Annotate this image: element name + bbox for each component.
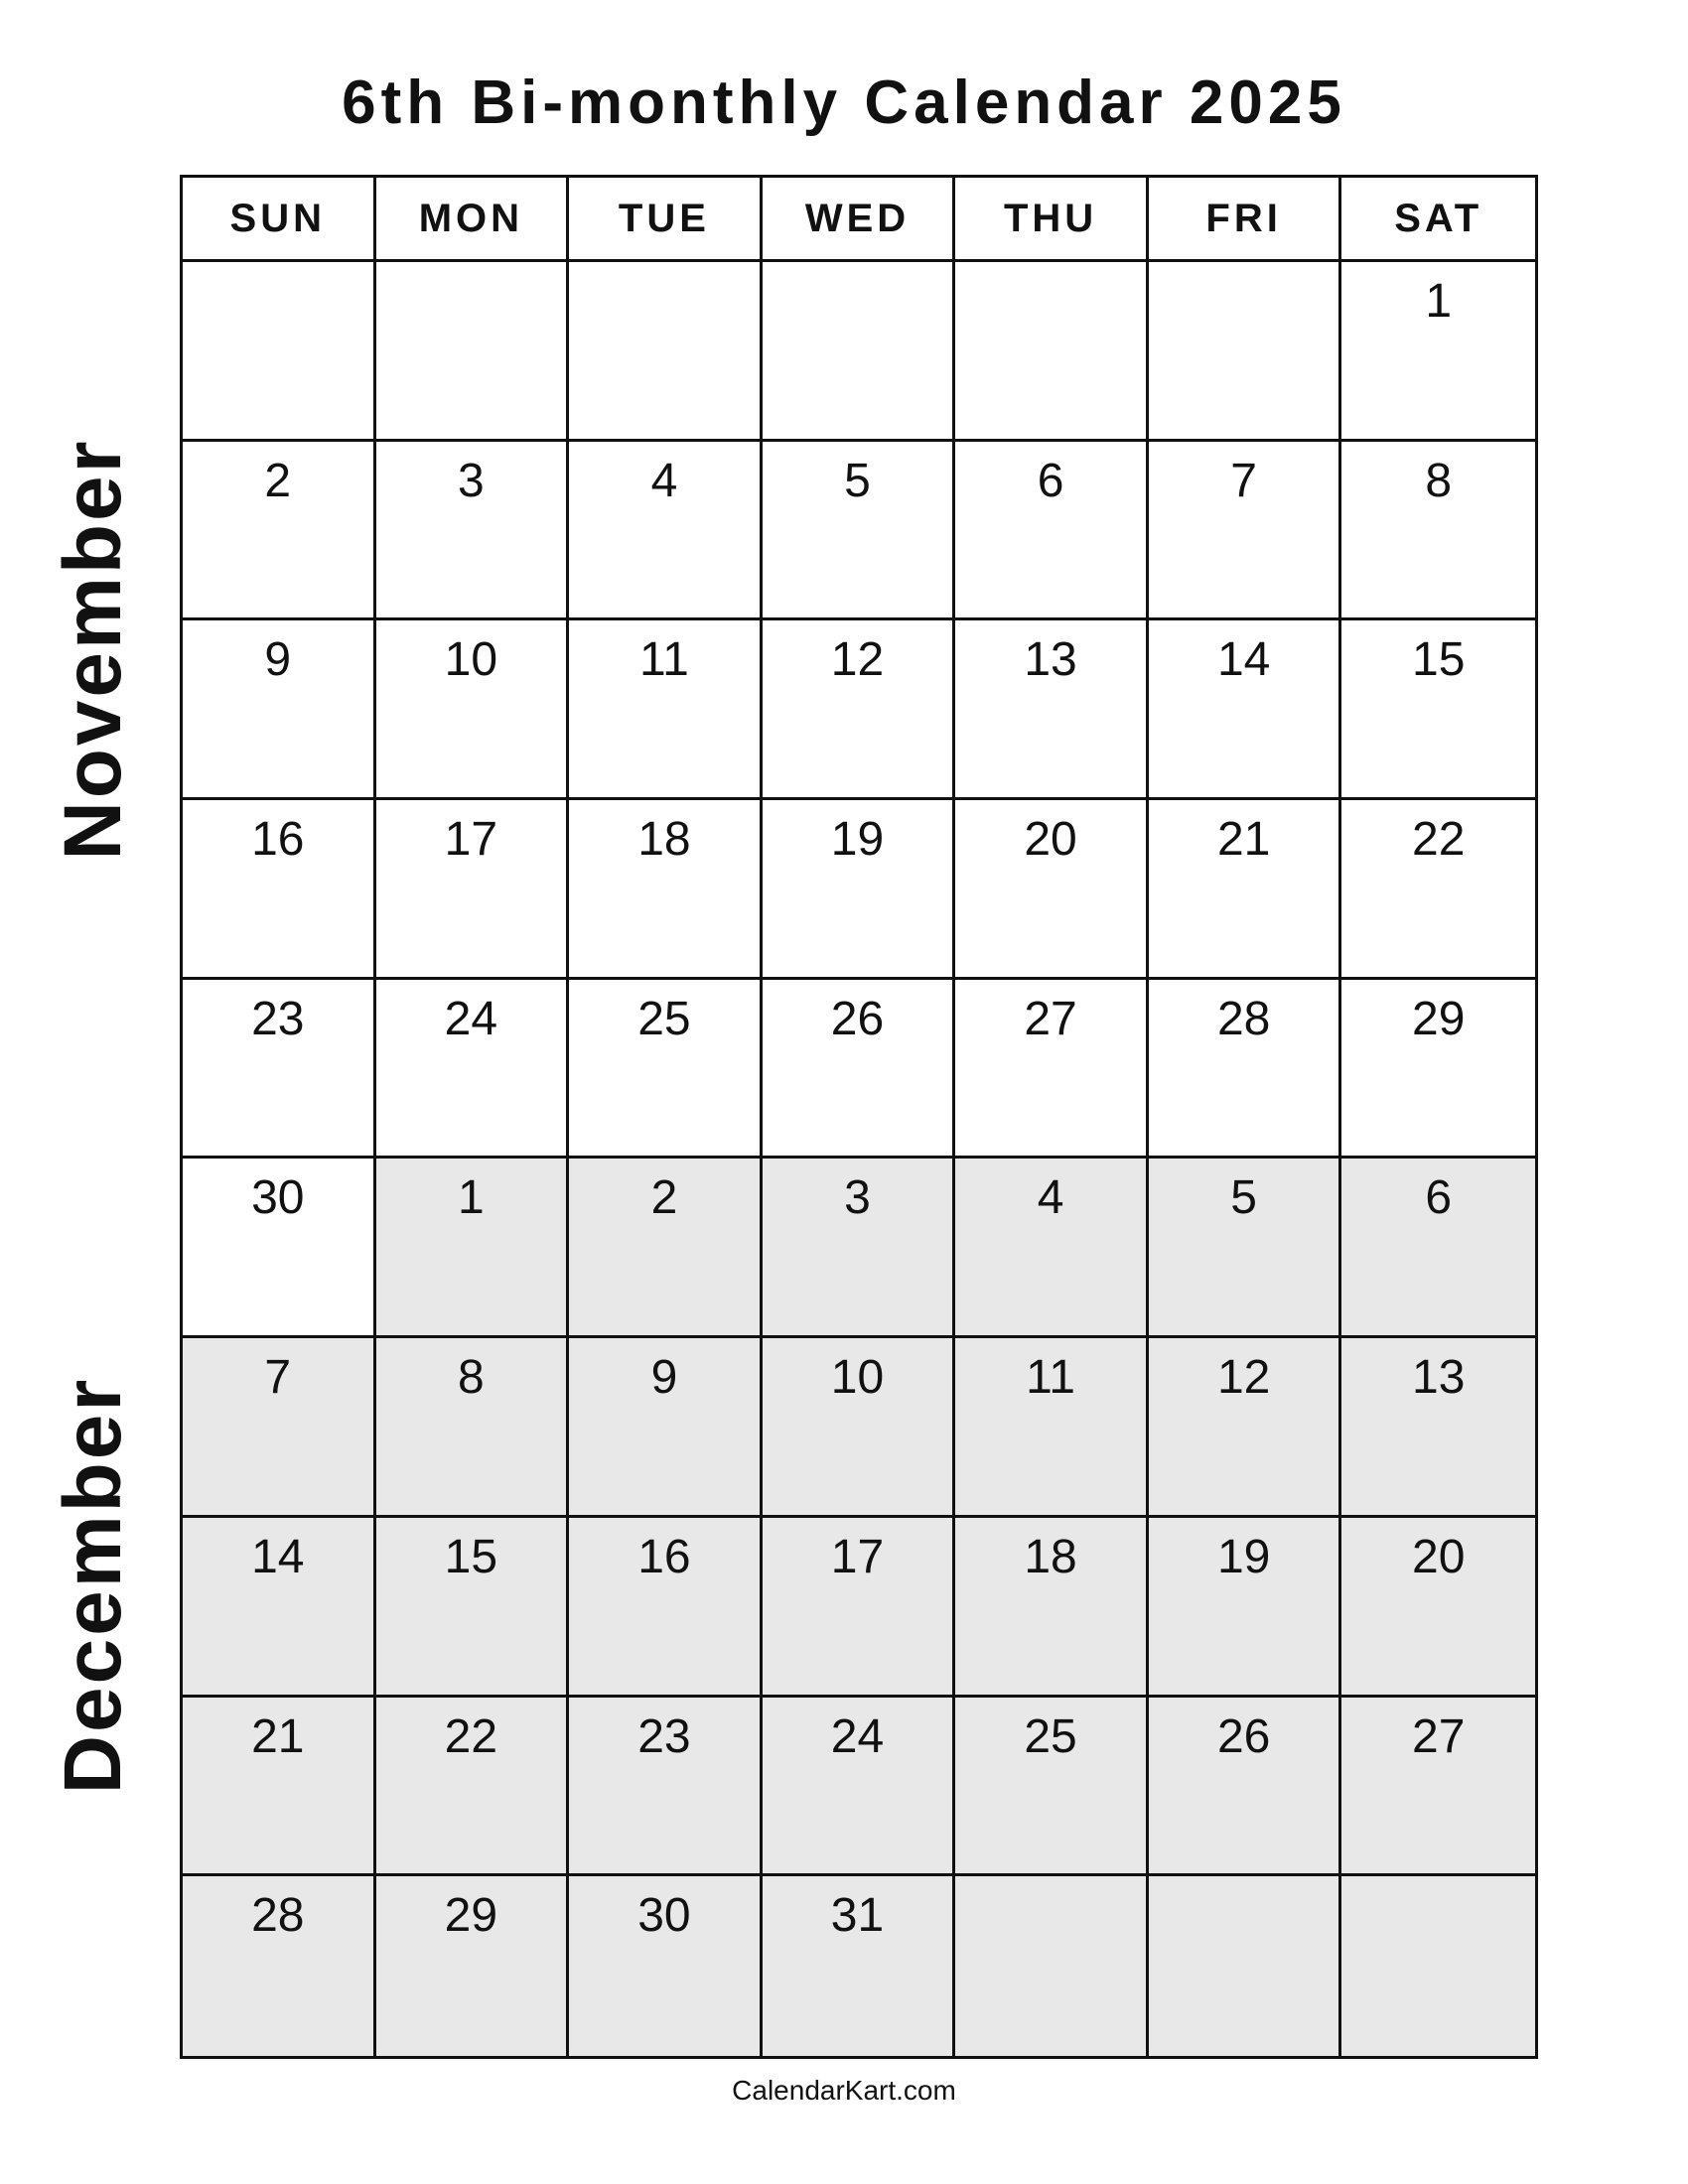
day-cell: 27	[955, 979, 1149, 1160]
day-cell: 24	[375, 979, 570, 1160]
day-cell: 9	[569, 1338, 763, 1518]
calendar-grid: SUN MON TUE WED THU FRI SAT 1 2 3 4 5 6 7 8 9 10 11 12 13 14…	[180, 175, 1538, 2059]
day-cell: 14	[183, 1517, 376, 1698]
weekday-header-fri: FRI	[1148, 178, 1342, 262]
empty-cell	[955, 262, 1149, 442]
day-cell: 6	[1341, 1159, 1535, 1339]
day-cell: 16	[569, 1517, 763, 1698]
day-cell: 1	[375, 1159, 570, 1339]
day-cell: 21	[1148, 800, 1342, 980]
day-cell: 17	[762, 1517, 956, 1698]
day-cell: 7	[1148, 441, 1342, 621]
day-cell: 19	[762, 800, 956, 980]
day-cell: 8	[375, 1338, 570, 1518]
day-cell: 23	[569, 1697, 763, 1877]
day-cell: 12	[1148, 1338, 1342, 1518]
footer-site: CalendarKart.com	[732, 2075, 956, 2106]
day-cell: 10	[375, 620, 570, 801]
page-title: 6th Bi-monthly Calendar 2025	[342, 68, 1346, 137]
empty-cell	[375, 262, 570, 442]
day-cell: 27	[1341, 1697, 1535, 1877]
day-cell: 18	[569, 800, 763, 980]
day-cell: 2	[183, 441, 376, 621]
day-cell: 5	[762, 441, 956, 621]
day-cell: 15	[1341, 620, 1535, 801]
day-cell: 25	[955, 1697, 1149, 1877]
day-cell: 13	[955, 620, 1149, 801]
day-cell: 22	[375, 1697, 570, 1877]
day-cell: 30	[183, 1159, 376, 1339]
empty-cell	[955, 1876, 1149, 2056]
day-cell: 3	[762, 1159, 956, 1339]
day-cell: 17	[375, 800, 570, 980]
day-cell: 28	[1148, 979, 1342, 1160]
day-cell: 4	[955, 1159, 1149, 1339]
day-cell: 11	[955, 1338, 1149, 1518]
day-cell: 7	[183, 1338, 376, 1518]
day-cell: 24	[762, 1697, 956, 1877]
day-cell: 26	[762, 979, 956, 1160]
day-cell: 28	[183, 1876, 376, 2056]
day-cell: 3	[375, 441, 570, 621]
weekday-header-thu: THU	[955, 178, 1149, 262]
day-cell: 15	[375, 1517, 570, 1698]
day-cell: 23	[183, 979, 376, 1160]
day-cell: 14	[1148, 620, 1342, 801]
day-cell: 10	[762, 1338, 956, 1518]
day-cell: 18	[955, 1517, 1149, 1698]
day-cell: 20	[1341, 1517, 1535, 1698]
weekday-header-wed: WED	[762, 178, 956, 262]
day-cell: 9	[183, 620, 376, 801]
day-cell: 12	[762, 620, 956, 801]
empty-cell	[762, 262, 956, 442]
day-cell: 25	[569, 979, 763, 1160]
day-cell: 20	[955, 800, 1149, 980]
day-cell: 4	[569, 441, 763, 621]
weekday-header-tue: TUE	[569, 178, 763, 262]
day-cell: 8	[1341, 442, 1535, 621]
day-cell: 30	[569, 1876, 763, 2056]
day-cell: 26	[1148, 1697, 1342, 1877]
day-cell: 2	[569, 1159, 763, 1339]
empty-cell	[1148, 262, 1342, 442]
day-cell: 22	[1341, 800, 1535, 980]
empty-cell	[1341, 1876, 1535, 2056]
weekday-header-mon: MON	[375, 178, 570, 262]
empty-cell	[569, 262, 763, 442]
day-cell: 13	[1341, 1338, 1535, 1518]
month-label-december: December	[48, 1376, 138, 1795]
day-cell: 29	[1341, 980, 1535, 1160]
weekday-header-sat: SAT	[1341, 178, 1535, 262]
day-cell: 11	[569, 620, 763, 801]
month-label-november: November	[48, 438, 138, 861]
weekday-header-sun: SUN	[183, 178, 376, 262]
day-cell: 29	[375, 1876, 570, 2056]
day-cell: 1	[1341, 262, 1535, 442]
day-cell: 19	[1148, 1517, 1342, 1698]
empty-cell	[183, 262, 376, 442]
day-cell: 5	[1148, 1159, 1342, 1339]
day-cell: 16	[183, 800, 376, 980]
day-cell: 31	[762, 1876, 956, 2056]
empty-cell	[1148, 1876, 1342, 2056]
day-cell: 6	[955, 441, 1149, 621]
day-cell: 21	[183, 1697, 376, 1877]
